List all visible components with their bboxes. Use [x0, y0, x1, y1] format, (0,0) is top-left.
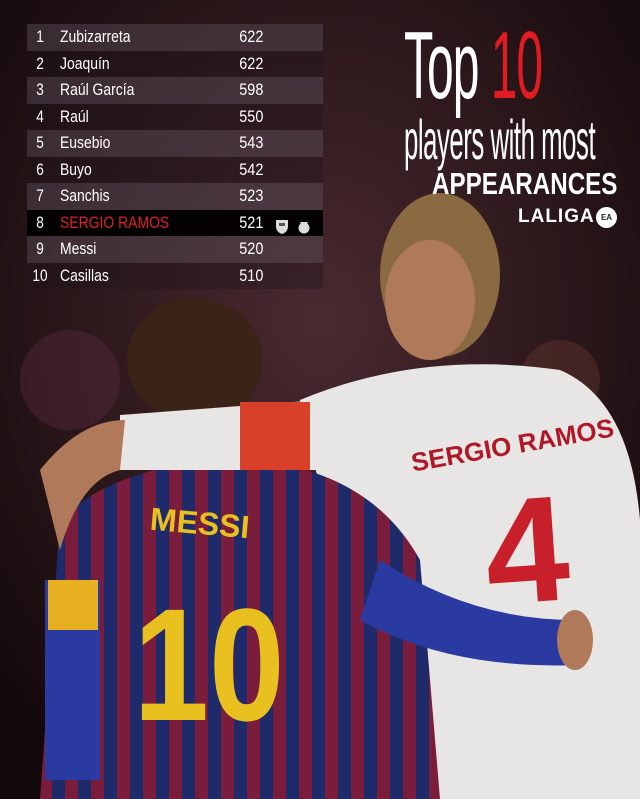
appearances: 523 [238, 186, 263, 205]
appearances: 598 [238, 80, 263, 99]
rank: 7 [36, 186, 44, 205]
rank: 2 [36, 53, 44, 73]
player-name: Messi [60, 239, 97, 258]
table-row: 8 SERGIO RAMOS 521 [27, 209, 323, 236]
table-row: 7 Sanchis 523 [27, 183, 323, 210]
sevilla-crest-icon [275, 216, 289, 234]
table-row: 1 Zubizarreta 622 [27, 24, 323, 51]
player-name: Raúl [60, 106, 89, 126]
rank: 5 [36, 133, 44, 152]
appearances: 520 [238, 239, 263, 258]
headline-number: 10 [490, 12, 543, 119]
rank: 1 [36, 27, 44, 46]
appearances: 542 [238, 159, 263, 179]
headline-line-2: players with most [404, 108, 596, 171]
headline-line-3: APPEARANCES [432, 166, 618, 201]
table-row: 2 Joaquín 622 [27, 50, 323, 77]
appearances: 510 [238, 265, 263, 285]
player-name: Buyo [60, 159, 92, 179]
messi-shirt-number: 10 [133, 575, 285, 754]
appearances: 543 [238, 133, 263, 152]
player-name: Joaquín [60, 53, 110, 73]
appearances: 521 [238, 212, 263, 232]
real-madrid-crest-icon [297, 216, 311, 233]
player-name: Eusebio [60, 133, 111, 152]
laliga-logo: LALIGA [518, 206, 595, 227]
table-row: 4 Raúl 550 [27, 103, 323, 130]
ea-sports-logo-icon: EA [596, 207, 617, 228]
messi-head [127, 298, 263, 422]
table-row: 6 Buyo 542 [27, 156, 323, 183]
rank: 6 [36, 159, 44, 179]
player-name: Raúl García [60, 80, 135, 99]
table-row: 5 Eusebio 543 [27, 130, 323, 157]
rank: 10 [32, 265, 48, 285]
messi-shirt [40, 460, 440, 799]
appearances-table: 1 Zubizarreta 622 2 Joaquín 622 3 Raúl García 59… [27, 24, 323, 289]
player-name: SERGIO RAMOS [60, 212, 170, 232]
rank: 4 [36, 106, 44, 126]
player-name: Zubizarreta [60, 27, 131, 46]
rank: 3 [36, 80, 44, 99]
rank: 8 [36, 212, 44, 232]
appearances: 622 [238, 53, 263, 73]
ramos-shirt-number: 4 [479, 463, 575, 637]
table-row: 3 Raúl García 598 [27, 77, 323, 104]
rank: 9 [36, 239, 44, 258]
appearances: 550 [238, 106, 263, 126]
headline-line-1: Top 10 [404, 12, 543, 119]
table-row: 9 Messi 520 [27, 236, 323, 263]
table-row: 10 Casillas 510 [27, 262, 323, 289]
player-name: Casillas [60, 265, 109, 285]
appearances: 622 [238, 27, 263, 46]
player-name: Sanchis [60, 186, 110, 205]
